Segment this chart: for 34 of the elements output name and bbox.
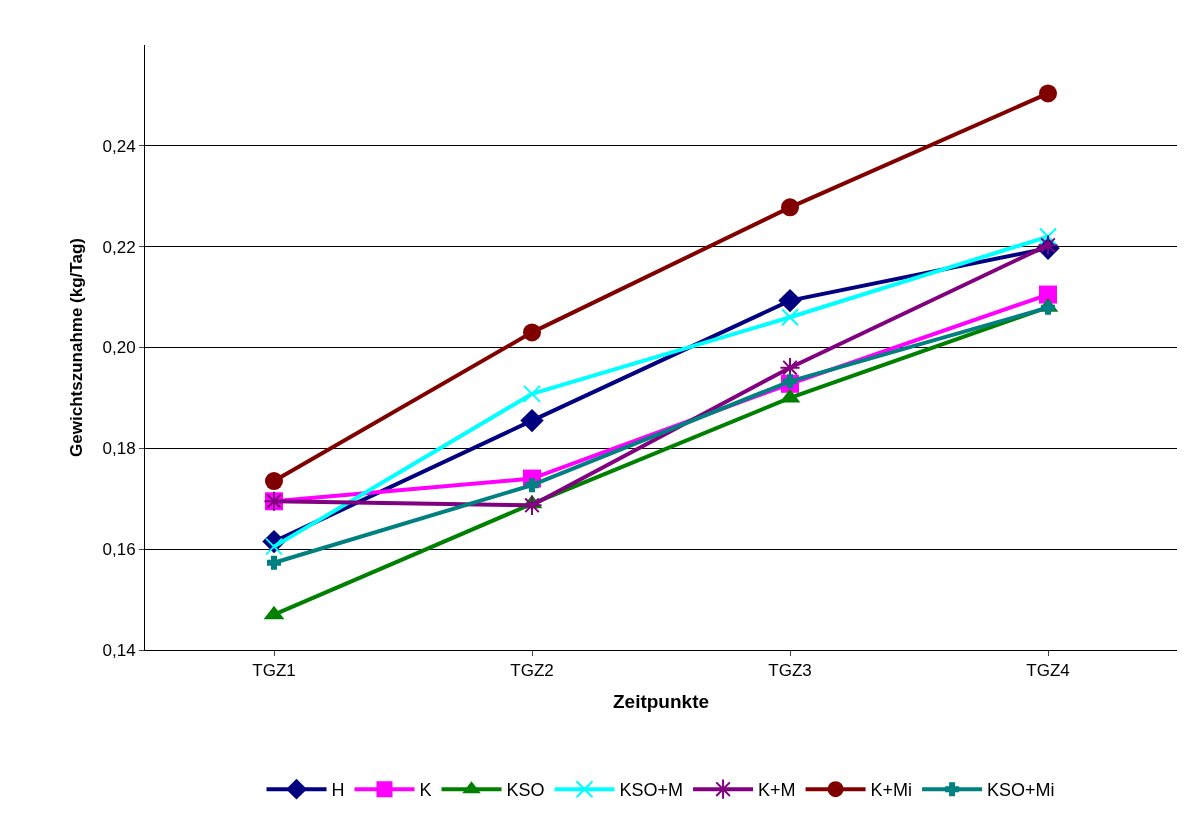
point: [1039, 285, 1057, 304]
y-tick-label: 0,22: [102, 237, 136, 257]
legend-label: KSO+Mi: [987, 780, 1055, 801]
x-axis-title: Zeitpunkte: [612, 691, 710, 713]
point: [523, 384, 541, 403]
legend-label: H: [331, 780, 345, 801]
x-tick-label: TGZ4: [1026, 661, 1070, 681]
point: [521, 494, 543, 516]
x-tick-label: TGZ1: [252, 661, 296, 681]
point: [267, 555, 281, 570]
point: [265, 472, 283, 491]
point: [1039, 84, 1057, 103]
point: [1041, 300, 1055, 315]
y-tick-label: 0,14: [102, 640, 136, 660]
point: [520, 408, 544, 433]
y-tick-label: 0,24: [102, 136, 136, 156]
legend-label: KSO+M: [619, 780, 684, 801]
point: [781, 198, 799, 217]
legend-label: K+Mi: [870, 780, 913, 801]
point: [1039, 227, 1057, 246]
y-axis-title: Gewichtszunahme (kg/Tag): [67, 238, 87, 457]
y-tick-label: 0,16: [102, 540, 136, 560]
y-tick-label: 0,18: [102, 439, 136, 459]
point: [781, 308, 799, 327]
x-tick-label: TGZ3: [768, 661, 812, 681]
legend-label: K: [419, 780, 432, 801]
legend-label: KSO: [506, 780, 545, 801]
point: [778, 288, 802, 313]
point: [525, 478, 539, 493]
point: [523, 323, 541, 342]
legend-label: K+M: [758, 780, 796, 801]
y-tick-label: 0,20: [102, 338, 136, 358]
point: [783, 374, 797, 389]
x-tick-label: TGZ2: [510, 661, 554, 681]
